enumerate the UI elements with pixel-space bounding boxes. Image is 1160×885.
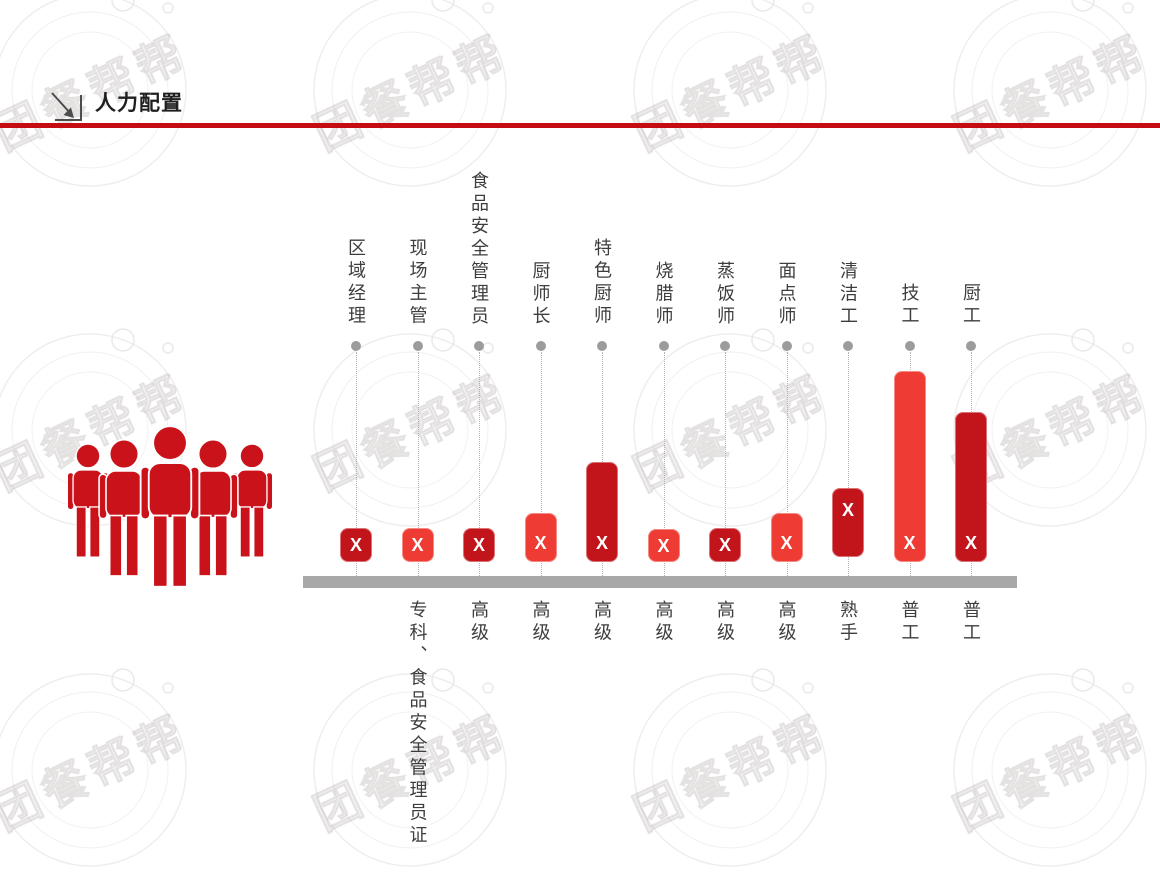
headcount-bar: X [770, 513, 803, 562]
role-label: 厨工 [961, 283, 981, 328]
headcount-bar: X [340, 528, 372, 562]
column-dot [720, 341, 730, 351]
column-dot [351, 341, 361, 351]
role-label: 烧腊师 [653, 260, 674, 329]
level-label: 高级 [469, 600, 489, 645]
column-dot [474, 341, 484, 351]
level-label: 高级 [715, 600, 735, 645]
column-dot [412, 341, 423, 351]
headcount-bar: X [832, 488, 864, 557]
headcount-bar: X [893, 371, 926, 562]
bar-value-label: X [780, 533, 793, 553]
column-dot [843, 341, 853, 351]
bar-value-label: X [964, 533, 978, 553]
corner-arrow-icon [51, 92, 82, 121]
bar-value-label: X [411, 535, 424, 555]
level-label: 专科、食品安全管理员证 [407, 600, 428, 848]
column-dropline [848, 352, 849, 576]
role-label: 区域经理 [346, 238, 366, 328]
role-label: 清洁工 [838, 260, 858, 329]
bar-value-label: X [472, 535, 486, 555]
headcount-bar: X [524, 513, 557, 562]
level-label: 普工 [961, 600, 981, 645]
chart-column: 特色厨师 X 高级 [572, 0, 632, 821]
level-label: 高级 [653, 600, 674, 645]
headcount-bar: X [647, 529, 680, 562]
bar-value-label: X [349, 535, 363, 555]
column-dot [781, 341, 792, 351]
level-label: 高级 [530, 600, 551, 645]
chart-baseline [303, 576, 1017, 588]
headcount-bar: X [401, 528, 434, 562]
chart-column: 厨师长 X 高级 [511, 0, 571, 821]
bar-value-label: X [534, 533, 547, 553]
bar-value-label: X [841, 500, 855, 520]
bar-value-label: X [595, 533, 609, 553]
title-accent-line [0, 123, 1160, 128]
column-dot [904, 341, 915, 351]
level-label: 高级 [776, 600, 797, 645]
headcount-bar: X [463, 528, 495, 562]
column-dot [658, 341, 669, 351]
role-label: 特色厨师 [592, 238, 612, 328]
role-label: 食品安全管理员 [469, 170, 489, 329]
level-label: 普工 [899, 600, 920, 645]
column-dot [966, 341, 976, 351]
bar-value-label: X [657, 535, 670, 556]
chart-column: 烧腊师 X 高级 [634, 0, 694, 821]
role-label: 技工 [899, 283, 920, 328]
page-title: 人力配置 [95, 92, 183, 115]
chart-column: 技工 X 普工 [880, 0, 940, 821]
role-label: 现场主管 [407, 238, 428, 328]
level-label: 熟手 [838, 600, 858, 645]
column-dot [535, 341, 546, 351]
chart-column: 清洁工 X 熟手 [818, 0, 878, 821]
column-dropline [540, 352, 542, 576]
column-dot [597, 341, 607, 351]
headcount-bar: X [586, 462, 618, 562]
bar-value-label: X [718, 535, 732, 555]
role-label: 面点师 [776, 260, 797, 329]
role-label: 厨师长 [530, 260, 551, 329]
bar-value-label: X [903, 533, 916, 553]
headcount-bar: X [955, 412, 987, 562]
headcount-bar: X [709, 528, 741, 562]
level-label: 高级 [592, 600, 612, 645]
role-label: 蒸饭师 [715, 260, 735, 329]
